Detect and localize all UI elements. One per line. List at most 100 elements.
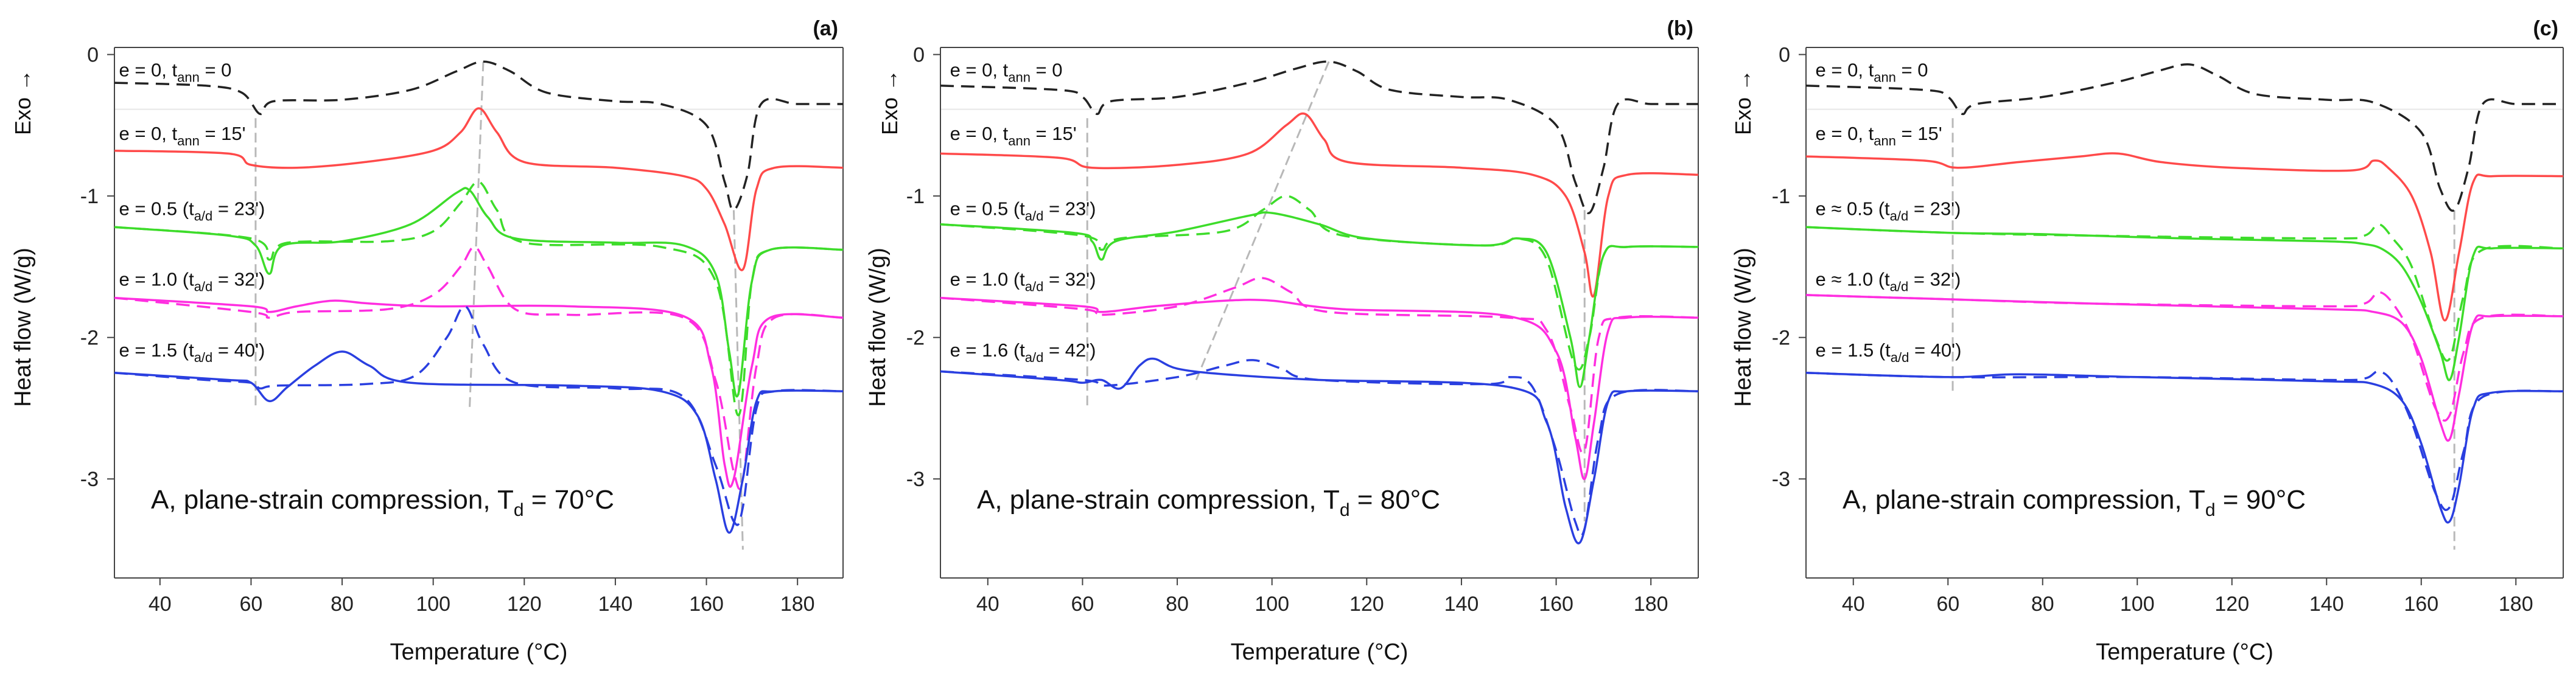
series-line <box>1805 152 2564 322</box>
x-tick-label: 160 <box>1539 593 1573 616</box>
chart-panel-b: 40 60 80 100 120 140 160 180 -3 -2 -1 0 Temperature … <box>865 17 1699 665</box>
curve-label: e = 0.5 (ta/d = 23') <box>119 198 265 223</box>
curve-label-tail: = 0 <box>200 60 232 81</box>
chart-panel-c: 40 60 80 100 120 140 160 180 -3 -2 -1 0 Temperature … <box>1731 17 2564 665</box>
curve-label-tail: = 0 <box>1031 60 1063 81</box>
x-tick-label: 40 <box>976 593 999 616</box>
x-tick-label: 100 <box>1255 593 1289 616</box>
curve-label-tail: = 40') <box>212 339 265 361</box>
curve-label: e = 0, tann = 0 <box>1816 60 1928 85</box>
curve-label-tail: = 15' <box>1896 123 1942 144</box>
x-tick-label: 140 <box>1444 593 1479 616</box>
curve-label-main: e = 0, t <box>1816 60 1874 81</box>
x-tick-label: 80 <box>2031 593 2054 616</box>
curve-label: e = 1.0 (ta/d = 32') <box>950 269 1096 294</box>
x-tick-label: 100 <box>2120 593 2155 616</box>
curve-label: e = 0, tann = 15' <box>1816 123 1942 148</box>
annotation-tail: = 80°C <box>1350 485 1440 515</box>
panel-label: (a) <box>813 17 838 40</box>
curve-label-main: e ≈ 1.0 (t <box>1816 269 1891 290</box>
series-line <box>940 60 1698 214</box>
curve-label-tail: = 40') <box>1909 339 1961 361</box>
exo-indicator: Exo → <box>1731 69 1755 135</box>
x-tick-label: 120 <box>507 593 542 616</box>
x-tick-label: 180 <box>2499 593 2533 616</box>
curve-label-main: e = 1.0 (t <box>119 269 194 290</box>
exo-indicator: Exo → <box>10 69 35 135</box>
curve-label: e = 0.5 (ta/d = 23') <box>950 198 1096 223</box>
curve-label-tail: = 15' <box>200 123 246 144</box>
chart-annotation: A, plane-strain compression, Td = 90°C <box>1843 485 2306 520</box>
chart-annotation: A, plane-strain compression, Td = 70°C <box>151 485 614 520</box>
guide-line <box>732 210 744 550</box>
y-axis-title: Heat flow (W/g) <box>865 248 891 407</box>
series-line <box>940 359 1699 537</box>
annotation-sub: d <box>514 500 524 520</box>
series-line <box>114 107 844 271</box>
annotation-tail: = 70°C <box>524 485 614 515</box>
x-tick-label: 100 <box>416 593 450 616</box>
curve-label-sub: a/d <box>194 279 213 294</box>
curve-label-tail: = 42') <box>1043 339 1096 361</box>
series-line <box>114 296 844 488</box>
curve-label-main: e = 0, t <box>119 123 177 144</box>
panel-label: (b) <box>1667 17 1693 40</box>
curve-label: e ≈ 1.0 (ta/d = 32') <box>1816 269 1961 294</box>
curve-label: e ≈ 0.5 (ta/d = 23') <box>1816 198 1961 223</box>
curve-label-main: e = 1.5 (t <box>1816 339 1891 361</box>
series-line <box>114 187 844 398</box>
series-line <box>114 60 843 212</box>
series-line <box>940 357 1699 545</box>
x-tick-label: 160 <box>2404 593 2438 616</box>
x-tick-label: 40 <box>1842 593 1865 616</box>
curve-label-sub: a/d <box>194 208 213 223</box>
series-line <box>1805 294 2564 442</box>
series-line <box>1805 291 2564 422</box>
series-line <box>114 305 844 526</box>
curve-label-sub: a/d <box>1025 208 1044 223</box>
curve-label: e = 1.0 (ta/d = 32') <box>119 269 265 294</box>
x-tick-label: 120 <box>2214 593 2249 616</box>
annotation-main: A, plane-strain compression, T <box>977 485 1340 515</box>
annotation-tail: = 90°C <box>2216 485 2306 515</box>
curve-label: e = 0, tann = 0 <box>119 60 231 85</box>
curve-label: e = 1.6 (ta/d = 42') <box>950 339 1096 365</box>
curve-label-tail: = 0 <box>1896 60 1928 81</box>
curve-label: e = 1.5 (ta/d = 40') <box>119 339 265 365</box>
annotation-main: A, plane-strain compression, T <box>1843 485 2205 515</box>
curve-label-sub: ann <box>1008 133 1031 148</box>
curve-label-tail: = 23') <box>1908 198 1961 219</box>
curve-label-main: e = 0.5 (t <box>950 198 1026 219</box>
series-line <box>940 195 1699 371</box>
curve-label: e = 0, tann = 0 <box>950 60 1063 85</box>
series-line <box>114 181 844 417</box>
x-axis-title: Temperature (°C) <box>2096 639 2273 665</box>
y-tick-label: -2 <box>1772 327 1790 350</box>
y-tick-label: -3 <box>906 468 925 491</box>
curve-label-sub: a/d <box>1890 208 1909 223</box>
series-line <box>940 277 1699 454</box>
y-axis-title: Heat flow (W/g) <box>1731 248 1756 407</box>
curve-label-sub: ann <box>1008 70 1031 85</box>
y-tick-label: -1 <box>1772 185 1790 208</box>
curve-label-tail: = 23') <box>1043 198 1096 219</box>
curve-label-sub: a/d <box>194 350 213 365</box>
curve-label: e = 1.5 (ta/d = 40') <box>1816 339 1962 365</box>
series-line <box>1805 223 2564 362</box>
y-tick-label: -2 <box>906 327 925 350</box>
y-tick-label: -3 <box>1772 468 1790 491</box>
y-tick-label: -1 <box>80 185 99 208</box>
curve-label-main: e = 0, t <box>1816 123 1874 144</box>
curve-label-main: e ≈ 0.5 (t <box>1816 198 1891 219</box>
series-line <box>1805 63 2563 212</box>
curve-label-sub: a/d <box>1025 279 1044 294</box>
y-tick-label: 0 <box>87 44 99 67</box>
series-line <box>1805 370 2564 512</box>
panel-label: (c) <box>2533 17 2558 40</box>
curve-label-sub: a/d <box>1890 279 1909 294</box>
series-line <box>940 296 1699 480</box>
curve-label-sub: ann <box>177 70 200 85</box>
chart-annotation: A, plane-strain compression, Td = 80°C <box>977 485 1440 520</box>
curve-label-sub: a/d <box>1891 350 1909 365</box>
curve-label-main: e = 0, t <box>950 60 1009 81</box>
